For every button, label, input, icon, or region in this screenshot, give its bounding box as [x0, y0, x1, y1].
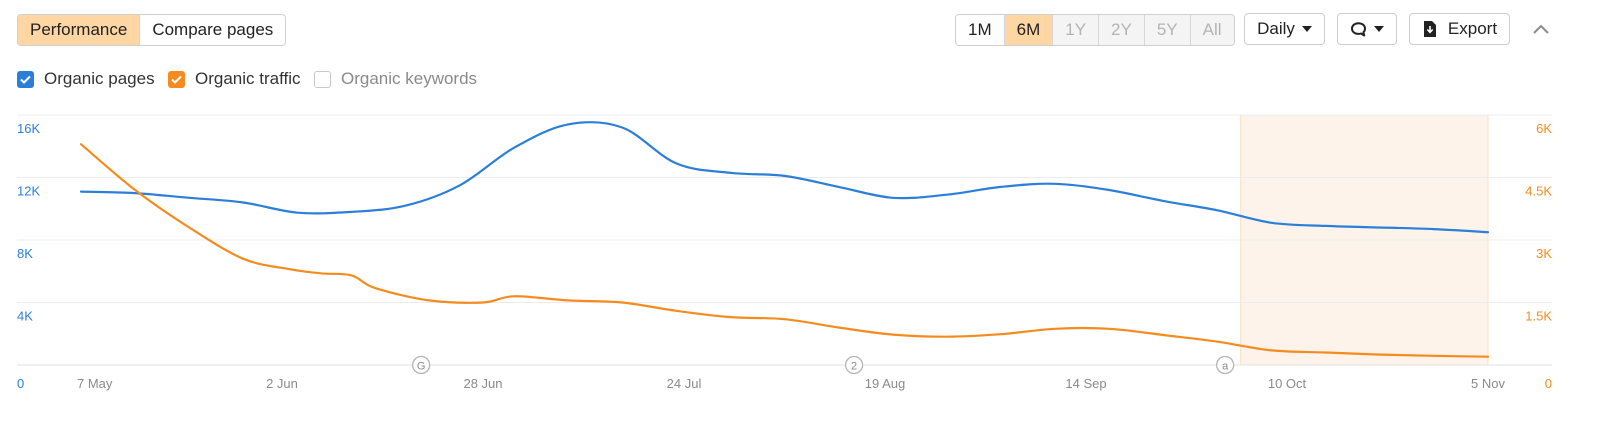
period-all[interactable]: All	[1189, 15, 1234, 45]
y-left-tick-label: 16K	[17, 121, 40, 136]
caret-down-icon	[1374, 26, 1384, 32]
y-right-tick-label: 4.5K	[1525, 184, 1552, 199]
chevron-up-icon	[1533, 24, 1549, 34]
y-right-tick-label: 0	[1545, 376, 1552, 391]
comment-icon	[1351, 21, 1366, 36]
period-1m[interactable]: 1M	[956, 15, 1004, 45]
metric-label: Organic pages	[44, 69, 155, 88]
annotation-marker-label: G	[417, 361, 426, 373]
x-tick-label: 5 Nov	[1471, 376, 1505, 391]
annotation-marker-label: a	[1222, 361, 1229, 373]
y-left-tick-label: 4K	[17, 309, 33, 324]
metric-label: Organic keywords	[341, 69, 478, 88]
series-line-organic-pages	[79, 121, 1490, 234]
x-tick-label: 14 Sep	[1065, 376, 1106, 391]
y-left-tick-label: 12K	[17, 184, 40, 199]
metric-organic-pages[interactable]: Organic pages	[17, 69, 155, 89]
metric-organic-keywords[interactable]: Organic keywords	[314, 69, 477, 89]
annotations-dropdown[interactable]	[1337, 13, 1397, 45]
caret-down-icon	[1301, 26, 1312, 32]
annotation-marker	[1216, 355, 1235, 375]
period-selector: 1M 6M 1Y 2Y 5Y All	[955, 14, 1235, 46]
period-5y[interactable]: 5Y	[1143, 15, 1190, 45]
export-label: Export	[1447, 19, 1498, 38]
annotation-marker	[844, 355, 864, 375]
y-right-tick-label: 6K	[1536, 121, 1552, 136]
highlight-band	[1240, 115, 1488, 365]
checkbox-unchecked-icon	[314, 70, 331, 88]
view-tabs: Performance Compare pages	[17, 14, 287, 46]
y-right-tick-label: 1.5K	[1525, 309, 1552, 324]
collapse-button[interactable]	[1528, 18, 1554, 40]
period-1y[interactable]: 1Y	[1052, 15, 1099, 45]
x-tick-label: 19 Aug	[865, 376, 906, 391]
x-tick-label: 28 Jun	[463, 376, 502, 391]
metric-organic-traffic[interactable]: Organic traffic	[168, 69, 301, 89]
checkbox-checked-icon	[17, 70, 34, 88]
x-tick-label: 10 Oct	[1268, 376, 1307, 391]
annotation-marker	[412, 355, 431, 375]
granularity-dropdown[interactable]: Daily	[1244, 13, 1325, 45]
y-left-tick-label: 8K	[17, 246, 33, 261]
y-right-tick-label: 3K	[1536, 246, 1552, 261]
y-left-tick-label: 0	[17, 376, 24, 391]
granularity-label: Daily	[1257, 19, 1295, 38]
tab-compare-pages[interactable]: Compare pages	[139, 15, 286, 45]
period-2y[interactable]: 2Y	[1098, 15, 1144, 45]
checkbox-checked-icon	[168, 70, 185, 88]
metric-label: Organic traffic	[195, 69, 301, 88]
annotation-marker-label: 2	[851, 361, 857, 373]
x-tick-label: 24 Jul	[667, 376, 702, 391]
tab-performance[interactable]: Performance	[18, 15, 140, 45]
download-icon	[1423, 21, 1436, 37]
series-line-organic-traffic	[79, 143, 1490, 358]
x-tick-label: 7 May	[77, 376, 113, 391]
x-tick-label: 2 Jun	[266, 376, 298, 391]
period-6m[interactable]: 6M	[1003, 15, 1053, 45]
export-button[interactable]: Export	[1409, 13, 1510, 45]
